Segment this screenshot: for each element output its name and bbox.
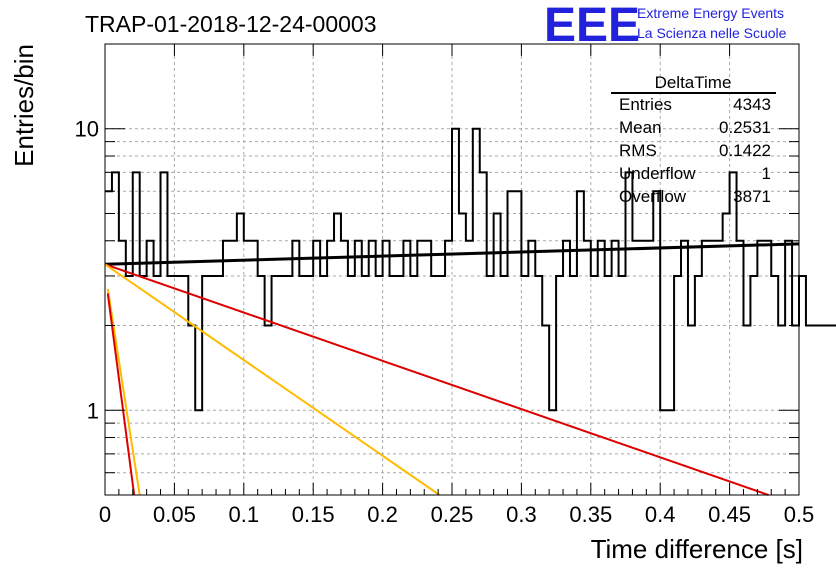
stats-name: DeltaTime — [655, 73, 732, 92]
x-axis-label: Time difference [s] — [591, 534, 803, 564]
stats-label: RMS — [619, 141, 657, 160]
stats-label: Overflow — [619, 187, 687, 206]
stats-value: 1 — [762, 164, 771, 183]
x-tick-label: 0 — [99, 502, 111, 527]
x-tick-label: 0.15 — [292, 502, 335, 527]
stats-label: Underflow — [619, 164, 696, 183]
stats-value: 0.2531 — [719, 118, 771, 137]
stats-label: Entries — [619, 95, 672, 114]
fit-line-3 — [104, 263, 441, 496]
y-tick-label: 10 — [75, 117, 99, 142]
fit-line-2 — [104, 263, 769, 496]
chart-title: TRAP-01-2018-12-24-00003 — [85, 11, 377, 37]
axis-ticks: 0 0.05 0.1 0.15 0.2 0.25 0.3 0.35 0.4 0.45 0.5 1 10 — [75, 44, 815, 527]
fit-line-4 — [106, 288, 141, 496]
x-tick-label: 0.4 — [645, 502, 676, 527]
fit-line-5 — [106, 293, 136, 496]
x-tick-label: 0.25 — [431, 502, 474, 527]
x-tick-label: 0.35 — [569, 502, 612, 527]
stats-label: Mean — [619, 118, 662, 137]
x-tick-label: 0.2 — [367, 502, 398, 527]
logo-text: EEE — [544, 0, 640, 52]
fit-lines — [104, 242, 800, 496]
fit-line-1 — [104, 242, 800, 266]
stats-value: 0.1422 — [719, 141, 771, 160]
stats-value: 3871 — [733, 187, 771, 206]
eee-logo: EEE Extreme Energy Events La Scienza nel… — [544, 0, 787, 52]
x-tick-label: 0.45 — [708, 502, 751, 527]
stats-value: 4343 — [733, 95, 771, 114]
stats-box: DeltaTime Entries 4343 Mean 0.2531 RMS 0.1422… — [611, 73, 776, 206]
y-tick-label: 1 — [87, 398, 99, 423]
logo-line-2: La Scienza nelle Scuole — [637, 25, 787, 41]
x-tick-label: 0.5 — [784, 502, 815, 527]
logo-line-1: Extreme Energy Events — [637, 5, 784, 21]
y-axis-label: Entries/bin — [9, 44, 39, 167]
x-tick-label: 0.3 — [506, 502, 537, 527]
x-tick-label: 0.05 — [153, 502, 196, 527]
x-tick-label: 0.1 — [229, 502, 260, 527]
